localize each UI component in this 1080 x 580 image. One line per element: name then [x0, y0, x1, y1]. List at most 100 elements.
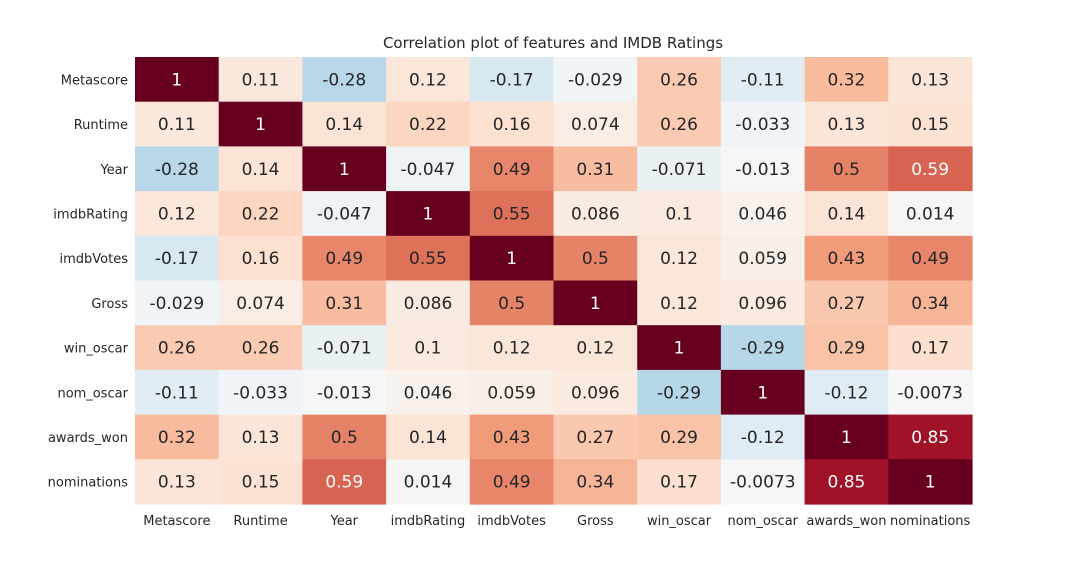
cell-value-label: 0.55 [409, 249, 447, 269]
heatmap-cell [469, 459, 555, 505]
heatmap-cell [888, 459, 973, 505]
cell-value-label: -0.071 [652, 160, 707, 180]
cell-value-label: 0.13 [828, 115, 866, 135]
cell-value-label: 0.5 [582, 249, 609, 269]
heatmap-cell [637, 191, 722, 237]
cell-value-label: 0.26 [242, 339, 280, 359]
cell-value-label: 0.49 [911, 249, 949, 269]
heatmap-cell [637, 325, 722, 371]
cell-value-label: 0.43 [828, 249, 866, 269]
cell-value-label: 0.086 [404, 294, 453, 314]
cell-value-label: 0.1 [666, 204, 693, 224]
cell-value-label: -0.29 [741, 339, 785, 359]
cell-value-label: 0.59 [911, 160, 949, 180]
heatmap-cell [218, 280, 303, 326]
heatmap-cell [386, 414, 471, 460]
cell-value-label: 0.046 [404, 383, 453, 403]
heatmap-cell [469, 369, 555, 416]
cell-value-label: 0.14 [409, 428, 447, 448]
cell-value-label: 0.49 [493, 473, 531, 493]
cell-value-label: 0.34 [576, 473, 614, 493]
heatmap-cell [888, 57, 973, 103]
row-tick-label: imdbRating [53, 207, 128, 222]
heatmap-cell [135, 325, 220, 371]
cell-value-label: 0.11 [242, 70, 280, 90]
heatmap-cell [553, 191, 638, 237]
column-tick-label: win_oscar [647, 514, 712, 529]
heatmap-cell [637, 414, 722, 460]
cell-value-label: 0.85 [828, 473, 866, 493]
cell-value-label: 1 [674, 339, 685, 359]
heatmap-cell [302, 325, 387, 371]
cell-value-label: 0.074 [571, 115, 620, 135]
cell-value-label: 0.49 [325, 249, 363, 269]
heatmap-cell [804, 369, 889, 416]
cell-value-label: 0.15 [242, 473, 280, 493]
cell-value-label: -0.17 [490, 70, 534, 90]
heatmap-cell [888, 325, 973, 371]
column-tick-label: imdbVotes [477, 514, 546, 529]
cell-value-label: 0.27 [576, 428, 614, 448]
cell-value-label: 0.059 [487, 383, 536, 403]
heatmap-cell [302, 280, 387, 326]
cell-value-label: -0.047 [401, 160, 456, 180]
heatmap-cell [218, 101, 303, 147]
heatmap-cell [804, 235, 889, 282]
row-tick-label: Metascore [61, 73, 128, 88]
heatmap-cell [553, 101, 638, 147]
column-tick-label: Metascore [143, 514, 210, 529]
heatmap-cell [135, 459, 220, 505]
cell-value-label: -0.11 [155, 383, 199, 403]
heatmap-cell [637, 146, 722, 192]
column-labels: Metascore Runtime Year imdbRating imdbVotes G… [143, 514, 970, 529]
cell-value-label: 0.26 [660, 115, 698, 135]
cell-value-label: 0.26 [660, 70, 698, 90]
heatmap-cell [135, 191, 220, 237]
heatmap-cell [469, 235, 555, 282]
cell-value-label: 0.43 [493, 428, 531, 448]
cell-value-label: 1 [506, 249, 517, 269]
cell-value-label: 0.31 [576, 160, 614, 180]
heatmap-cell [637, 57, 722, 103]
cell-value-label: 0.16 [493, 115, 531, 135]
cell-value-label: 0.14 [325, 115, 363, 135]
cell-value-label: -0.029 [568, 70, 623, 90]
heatmap-cell [386, 369, 471, 416]
heatmap-cell [637, 280, 722, 326]
heatmap-cell [888, 369, 973, 416]
cell-value-label: 0.29 [660, 428, 698, 448]
cell-value-label: 0.046 [738, 204, 787, 224]
heatmap-cell [469, 191, 555, 237]
row-tick-label: nom_oscar [57, 386, 128, 401]
heatmap-cell [804, 146, 889, 192]
cell-value-label: 1 [255, 115, 266, 135]
cell-value-label: 0.34 [911, 294, 949, 314]
heatmap-cell [720, 101, 806, 147]
cell-value-label: 0.22 [242, 204, 280, 224]
cell-value-label: 0.14 [242, 160, 280, 180]
heatmap-cell [469, 325, 555, 371]
heatmap-cell [553, 146, 638, 192]
cell-value-label: -0.28 [322, 70, 366, 90]
heatmap-cell [302, 235, 387, 282]
cell-value-label: -0.12 [824, 383, 868, 403]
cell-value-label: 0.32 [828, 70, 866, 90]
heatmap-cell [553, 57, 638, 103]
cell-value-label: 0.29 [828, 339, 866, 359]
heatmap-cell [553, 235, 638, 282]
cell-value-label: 0.31 [325, 294, 363, 314]
heatmap-cell [637, 101, 722, 147]
cell-value-label: 0.12 [660, 294, 698, 314]
cell-value-label: 0.096 [571, 383, 620, 403]
heatmap-cell [386, 101, 471, 147]
heatmap-cell [888, 280, 973, 326]
cell-value-label: 0.55 [493, 204, 531, 224]
cell-value-label: 0.086 [571, 204, 620, 224]
cell-value-label: 0.85 [911, 428, 949, 448]
heatmap-cell [720, 325, 806, 371]
cell-value-label: 0.1 [414, 339, 441, 359]
cell-value-label: 0.5 [498, 294, 525, 314]
heatmap-cell [804, 57, 889, 103]
